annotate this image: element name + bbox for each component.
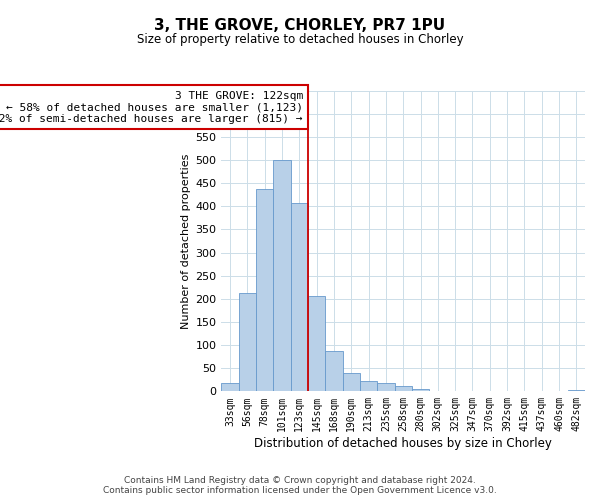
Bar: [221, 383, 239, 392]
Bar: [412, 389, 429, 392]
Text: Contains HM Land Registry data © Crown copyright and database right 2024.: Contains HM Land Registry data © Crown c…: [124, 476, 476, 485]
Text: 3, THE GROVE, CHORLEY, PR7 1PU: 3, THE GROVE, CHORLEY, PR7 1PU: [154, 18, 446, 32]
Bar: [308, 296, 325, 392]
Bar: [343, 373, 360, 392]
Text: 3 THE GROVE: 122sqm
← 58% of detached houses are smaller (1,123)
42% of semi-det: 3 THE GROVE: 122sqm ← 58% of detached ho…: [0, 90, 303, 124]
Text: Contains public sector information licensed under the Open Government Licence v3: Contains public sector information licen…: [103, 486, 497, 495]
Bar: [274, 160, 290, 392]
Text: Size of property relative to detached houses in Chorley: Size of property relative to detached ho…: [137, 32, 463, 46]
X-axis label: Distribution of detached houses by size in Chorley: Distribution of detached houses by size …: [254, 437, 552, 450]
Bar: [377, 383, 395, 392]
Bar: [239, 293, 256, 392]
Bar: [256, 189, 274, 392]
Bar: [568, 390, 585, 392]
Bar: [395, 386, 412, 392]
Bar: [325, 350, 343, 392]
Y-axis label: Number of detached properties: Number of detached properties: [181, 154, 191, 328]
Bar: [360, 381, 377, 392]
Bar: [290, 203, 308, 392]
